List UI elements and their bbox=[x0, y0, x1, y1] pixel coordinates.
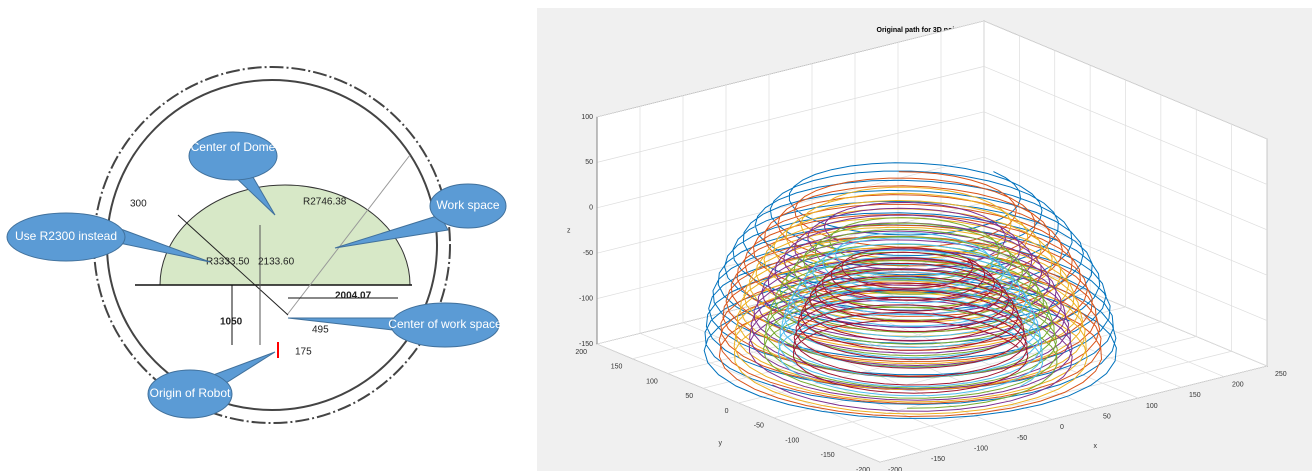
callout-text: Origin of Robot bbox=[150, 386, 231, 400]
drawing: 300 R2746.38 R3333.50 2133.60 2004.07 10… bbox=[7, 67, 506, 423]
callout-text: Center of work space bbox=[388, 317, 502, 331]
x-tick-label: 0 bbox=[1060, 424, 1064, 431]
z-tick-label: 0 bbox=[589, 205, 593, 212]
dim-text: 2004.07 bbox=[335, 291, 372, 302]
x-axis-label: x bbox=[1094, 443, 1098, 450]
z-tick-label: -50 bbox=[583, 250, 593, 257]
y-tick-label: 200 bbox=[575, 349, 587, 356]
y-tick-label: -50 bbox=[754, 423, 764, 430]
dim-text: 495 bbox=[312, 325, 329, 336]
x-tick-label: -200 bbox=[888, 467, 902, 471]
y-axis-label: y bbox=[719, 440, 723, 447]
x-tick-label: 100 bbox=[1146, 403, 1158, 410]
z-tick-label: 50 bbox=[585, 159, 593, 166]
dim-text: 300 bbox=[130, 199, 147, 210]
z-tick-label: -100 bbox=[579, 295, 593, 302]
y-tick-label: 50 bbox=[685, 393, 693, 400]
work-space-dome bbox=[160, 185, 410, 285]
y-tick-label: 150 bbox=[611, 364, 623, 371]
x-tick-label: -150 bbox=[931, 456, 945, 463]
dim-text: 175 bbox=[295, 347, 312, 358]
x-tick-label: 50 bbox=[1103, 414, 1111, 421]
dim-text: R3333.50 bbox=[206, 257, 250, 268]
z-tick-label: 100 bbox=[581, 114, 593, 121]
z-tick-label: -150 bbox=[579, 341, 593, 348]
callout-text: Center of Dome bbox=[191, 140, 276, 154]
callout-text: Use R2300 instead bbox=[15, 229, 117, 243]
dim-text: R2746.38 bbox=[303, 197, 347, 208]
page: 300 R2746.38 R3333.50 2133.60 2004.07 10… bbox=[0, 0, 1312, 471]
dim-text: 2133.60 bbox=[258, 257, 295, 268]
x-tick-label: 250 bbox=[1275, 371, 1287, 378]
x-tick-label: 200 bbox=[1232, 382, 1244, 389]
z-axis-label: z bbox=[567, 227, 571, 234]
y-tick-label: -100 bbox=[785, 437, 799, 444]
x-tick-label: -100 bbox=[974, 446, 988, 453]
y-tick-label: 0 bbox=[725, 408, 729, 415]
y-tick-label: 100 bbox=[646, 378, 658, 385]
y-tick-label: -150 bbox=[821, 452, 835, 459]
dim-text: 1050 bbox=[220, 317, 243, 328]
callout-text: Work space bbox=[436, 198, 499, 212]
y-tick-label: -200 bbox=[856, 467, 870, 471]
x-tick-label: -50 bbox=[1017, 435, 1027, 442]
x-tick-label: 150 bbox=[1189, 392, 1201, 399]
